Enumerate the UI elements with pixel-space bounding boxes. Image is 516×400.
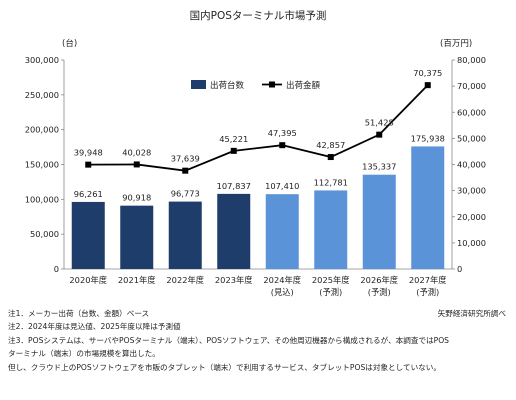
line-value-label: 51,428	[365, 118, 394, 128]
bar-labels: 96,261 90,918 96,773 107,837 107,410 112,781 1…	[74, 133, 445, 202]
x-labels: 2020年度 2021年度 2022年度 2023年度 2024年度 (見込) 2025年度…	[69, 275, 446, 297]
line-labels: 39,948 40,028 37,639 45,221 47,395 42,857 51,4…	[74, 68, 443, 164]
line-point	[424, 82, 431, 89]
bar	[314, 190, 348, 269]
left-tick-label: 100,000	[25, 194, 59, 204]
legend-line-marker	[269, 81, 275, 88]
bar-value-label: 135,337	[362, 162, 396, 172]
left-tick-label: 200,000	[25, 125, 59, 135]
legend-line-label: 出荷金額	[286, 80, 321, 91]
left-tick-label: 0	[54, 264, 59, 274]
right-tick-label: 30,000	[457, 186, 486, 196]
line-value-label: 42,857	[316, 140, 345, 150]
notes: 注1．メーカー出荷（台数、金額）ベース 注2．2024年度は見込値、2025年度…	[8, 307, 508, 374]
line-value-label: 70,375	[413, 68, 442, 78]
bar	[168, 201, 202, 269]
x-tick-label: 2022年度	[166, 275, 204, 285]
line-series	[85, 82, 431, 174]
bar-value-label: 90,918	[122, 193, 151, 203]
note-3: 注3．POSシステムは、サーバやPOSターミナル（端末）、POSソフトウェア、そ…	[8, 335, 450, 345]
line-value-label: 40,028	[122, 147, 151, 157]
x-tick-label: 2027年度	[409, 275, 447, 285]
line-point	[85, 161, 92, 168]
line-value-label: 47,395	[268, 128, 297, 138]
line-point	[376, 131, 383, 138]
axes: 0 50,000 100,000 150,000 200,000 250,000 300,0…	[25, 55, 486, 274]
x-tick-label: 2020年度	[69, 275, 107, 285]
line-point	[182, 167, 189, 174]
bar-value-label: 96,773	[171, 189, 200, 199]
line-value-label: 37,639	[171, 154, 200, 164]
right-tick-label: 50,000	[457, 133, 486, 143]
left-tick-label: 250,000	[25, 90, 59, 100]
right-axis-unit: (百万円)	[440, 39, 472, 49]
x-tick-sublabel: (予測)	[416, 287, 439, 297]
right-tick-label: 70,000	[457, 81, 486, 91]
chart-title: 国内POSターミナル市場予測	[190, 9, 327, 22]
line-point	[230, 147, 237, 154]
legend: 出荷台数 出荷金額	[191, 80, 321, 91]
left-axis-unit: (台)	[62, 38, 77, 49]
bar-value-label: 175,938	[411, 133, 445, 143]
series-line	[88, 84, 429, 172]
note-4: 但し、クラウド上のPOSソフトウェアを市販のタブレット（端末）で利用するサービス…	[8, 362, 441, 372]
bar-value-label: 107,837	[217, 181, 251, 191]
bar-value-label: 112,781	[314, 177, 348, 187]
right-tick-label: 10,000	[457, 238, 486, 248]
line-value-label: 45,221	[219, 134, 248, 144]
x-tick-label: 2026年度	[360, 275, 398, 285]
note-2: 注2．2024年度は見込値、2025年度以降は予測値	[8, 322, 181, 332]
bar-value-label: 96,261	[74, 189, 103, 199]
x-tick-sublabel: (予測)	[368, 287, 391, 297]
note-3-cont: ターミナル（端末）の市場規模を算出した。	[8, 349, 160, 359]
line-point	[133, 161, 140, 168]
x-tick-label: 2023年度	[215, 275, 253, 285]
right-tick-label: 0	[457, 264, 462, 274]
x-tick-label: 2024年度	[263, 275, 301, 285]
right-tick-label: 80,000	[457, 55, 486, 65]
left-tick-label: 50,000	[30, 229, 59, 239]
right-tick-label: 20,000	[457, 212, 486, 222]
line-point	[279, 142, 286, 149]
source-credit: 矢野経済研究所調べ	[437, 309, 506, 318]
right-tick-label: 40,000	[457, 160, 486, 170]
left-tick-label: 150,000	[25, 160, 59, 170]
legend-bar-swatch	[191, 80, 206, 89]
bar	[411, 146, 445, 269]
line-point	[327, 154, 334, 161]
bar	[120, 205, 154, 269]
bar	[362, 174, 396, 269]
bar-value-label: 107,410	[265, 181, 299, 191]
bar	[71, 201, 105, 269]
x-tick-label: 2021年度	[118, 275, 156, 285]
bars	[71, 146, 445, 269]
x-tick-sublabel: (見込)	[271, 287, 294, 297]
x-tick-label: 2025年度	[312, 275, 350, 285]
line-value-label: 39,948	[74, 148, 103, 158]
x-tick-sublabel: (予測)	[319, 287, 342, 297]
note-1: 注1．メーカー出荷（台数、金額）ベース	[8, 309, 150, 318]
legend-bar-label: 出荷台数	[210, 80, 245, 91]
chart: 国内POSターミナル市場予測 (台) (百万円) 0 50,000 100,000 1…	[25, 9, 486, 297]
bar	[265, 194, 299, 269]
left-tick-label: 300,000	[25, 55, 59, 65]
right-tick-label: 60,000	[457, 107, 486, 117]
bar	[217, 193, 251, 269]
